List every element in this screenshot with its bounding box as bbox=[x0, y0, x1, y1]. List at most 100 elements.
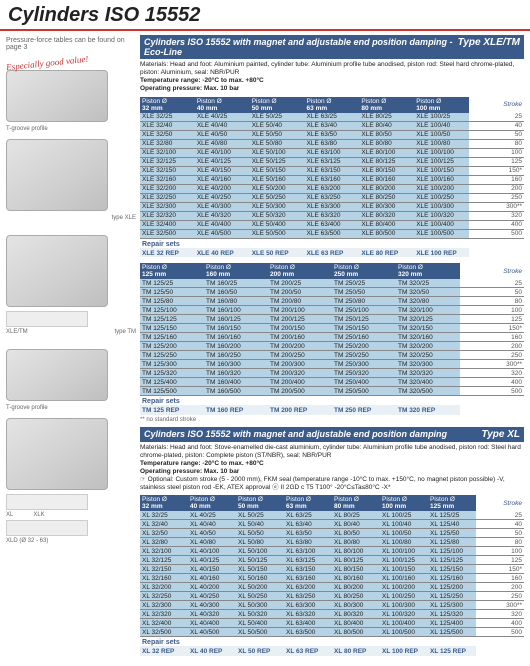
col-header: Piston Ø125 mm bbox=[428, 495, 476, 511]
value-callout: Especially good value! bbox=[6, 54, 89, 73]
table-cell: XL 63/160 bbox=[284, 574, 332, 583]
xle-table: Piston Ø32 mmPiston Ø40 mmPiston Ø50 mmP… bbox=[140, 97, 524, 239]
table-cell: XL 125/160 bbox=[428, 574, 476, 583]
table-cell: TM 320/25 bbox=[396, 279, 460, 288]
col-header: Piston Ø160 mm bbox=[204, 263, 268, 279]
table-cell: TM 160/320 bbox=[204, 369, 268, 378]
table-cell: XL 100/300 bbox=[380, 601, 428, 610]
table-cell: XL 32/300 bbox=[140, 601, 188, 610]
section-title: Cylinders ISO 15552 with magnet and adju… bbox=[144, 429, 477, 439]
col-header: Piston Ø63 mm bbox=[305, 97, 360, 113]
stroke-cell: 400 bbox=[460, 378, 524, 387]
table-cell: XLE 80/320 bbox=[359, 211, 414, 220]
table-cell: XLE 50/25 bbox=[250, 113, 305, 122]
table-cell: XLE 100/50 bbox=[414, 130, 469, 139]
table-cell: TM 200/400 bbox=[268, 378, 332, 387]
stroke-cell: 250 bbox=[460, 351, 524, 360]
table-cell: TM 320/100 bbox=[396, 306, 460, 315]
schematic-icon bbox=[6, 311, 88, 327]
stroke-cell: 150* bbox=[469, 166, 524, 175]
stroke-cell: 500 bbox=[460, 387, 524, 396]
product-image bbox=[6, 235, 108, 307]
table-cell: TM 160/300 bbox=[204, 360, 268, 369]
table-cell: TM 320/200 bbox=[396, 342, 460, 351]
repair-cell: TM 250 REP bbox=[332, 405, 396, 415]
table-cell: XLE 63/320 bbox=[305, 211, 360, 220]
table-cell: XLE 32/320 bbox=[140, 211, 195, 220]
table-cell: XL 80/160 bbox=[332, 574, 380, 583]
col-header: Piston Ø100 mm bbox=[414, 97, 469, 113]
table-cell: XLE 32/400 bbox=[140, 220, 195, 229]
table-cell: XLE 50/500 bbox=[250, 229, 305, 238]
repair-label: Repair sets bbox=[140, 396, 524, 405]
section-title: Cylinders ISO 15552 with magnet and adju… bbox=[144, 37, 454, 57]
table-cell: XL 32/400 bbox=[140, 619, 188, 628]
table-cell: XLE 32/500 bbox=[140, 229, 195, 238]
table-cell: XL 100/150 bbox=[380, 565, 428, 574]
stroke-cell: 25 bbox=[469, 113, 524, 122]
stroke-cell: 500 bbox=[469, 229, 524, 238]
table-cell: TM 320/50 bbox=[396, 288, 460, 297]
table-cell: TM 250/25 bbox=[332, 279, 396, 288]
table-cell: XLE 40/500 bbox=[195, 229, 250, 238]
table-cell: XLE 40/150 bbox=[195, 166, 250, 175]
table-cell: XL 50/250 bbox=[236, 592, 284, 601]
repair-cell: TM 200 REP bbox=[268, 405, 332, 415]
repair-cell: XL 63 REP bbox=[284, 646, 332, 656]
table-cell: TM 125/200 bbox=[140, 342, 204, 351]
table-cell: XL 50/40 bbox=[236, 520, 284, 529]
table-cell: XLE 32/80 bbox=[140, 139, 195, 148]
stroke-cell: 150* bbox=[476, 565, 524, 574]
table-cell: XLE 32/250 bbox=[140, 193, 195, 202]
stroke-cell: 300** bbox=[460, 360, 524, 369]
table-cell: XL 100/50 bbox=[380, 529, 428, 538]
repair-cell: TM 160 REP bbox=[204, 405, 268, 415]
table-cell: XL 80/200 bbox=[332, 583, 380, 592]
table-cell: XL 40/500 bbox=[188, 628, 236, 637]
table-cell: XLE 40/200 bbox=[195, 184, 250, 193]
repair-cell: XL 50 REP bbox=[236, 646, 284, 656]
repair-cell: TM 320 REP bbox=[396, 405, 460, 415]
table-cell: TM 160/200 bbox=[204, 342, 268, 351]
table-cell: TM 125/400 bbox=[140, 378, 204, 387]
table-cell: XL 32/200 bbox=[140, 583, 188, 592]
table-cell: XL 50/125 bbox=[236, 556, 284, 565]
repair-table: TM 125 REPTM 160 REPTM 200 REPTM 250 REP… bbox=[140, 405, 524, 415]
table-cell: XL 80/40 bbox=[332, 520, 380, 529]
stroke-cell: 125 bbox=[469, 157, 524, 166]
table-cell: XL 63/200 bbox=[284, 583, 332, 592]
table-cell: XLE 100/40 bbox=[414, 121, 469, 130]
table-cell: XL 125/125 bbox=[428, 556, 476, 565]
table-cell: XLE 50/80 bbox=[250, 139, 305, 148]
table-cell: XL 32/50 bbox=[140, 529, 188, 538]
table-cell: XLE 80/400 bbox=[359, 220, 414, 229]
col-header: Piston Ø80 mm bbox=[359, 97, 414, 113]
col-header: Piston Ø32 mm bbox=[140, 495, 188, 511]
table-cell: XL 32/25 bbox=[140, 511, 188, 520]
table-cell: XLE 63/300 bbox=[305, 202, 360, 211]
repair-cell: XL 32 REP bbox=[140, 646, 188, 656]
table-cell: XL 100/250 bbox=[380, 592, 428, 601]
repair-cell: XLE 50 REP bbox=[250, 248, 305, 258]
stroke-cell: 160 bbox=[460, 333, 524, 342]
materials: Materials: Head and foot: Stove-enamelle… bbox=[140, 444, 521, 459]
stroke-header: Stroke bbox=[469, 97, 524, 113]
table-cell: XL 125/80 bbox=[428, 538, 476, 547]
table-cell: XL 50/150 bbox=[236, 565, 284, 574]
table-cell: TM 200/300 bbox=[268, 360, 332, 369]
groove-label: T-groove profile bbox=[6, 405, 136, 411]
repair-table: XLE 32 REPXLE 40 REPXLE 50 REPXLE 63 REP… bbox=[140, 248, 524, 258]
stroke-cell: 250 bbox=[476, 592, 524, 601]
table-cell: TM 160/25 bbox=[204, 279, 268, 288]
table-cell: XL 125/400 bbox=[428, 619, 476, 628]
table-cell: XLE 100/160 bbox=[414, 175, 469, 184]
repair-cell: XLE 80 REP bbox=[359, 248, 414, 258]
table-cell: XLE 63/500 bbox=[305, 229, 360, 238]
table-cell: XLE 100/25 bbox=[414, 113, 469, 122]
col-header: Piston Ø63 mm bbox=[284, 495, 332, 511]
table-cell: TM 160/50 bbox=[204, 288, 268, 297]
table-cell: XLE 80/500 bbox=[359, 229, 414, 238]
table-cell: XL 125/40 bbox=[428, 520, 476, 529]
table-cell: XLE 50/150 bbox=[250, 166, 305, 175]
table-cell: XLE 63/40 bbox=[305, 121, 360, 130]
